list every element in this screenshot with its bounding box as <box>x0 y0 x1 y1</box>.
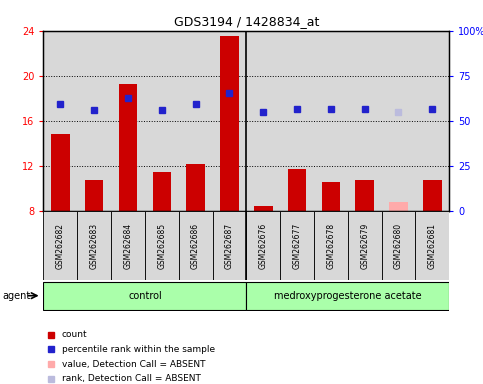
Bar <box>280 211 314 280</box>
Text: GSM262687: GSM262687 <box>225 223 234 269</box>
Text: rank, Detection Call = ABSENT: rank, Detection Call = ABSENT <box>62 374 200 383</box>
Bar <box>389 202 408 211</box>
Text: GSM262685: GSM262685 <box>157 223 166 269</box>
Bar <box>111 211 145 280</box>
Text: GSM262684: GSM262684 <box>124 223 132 269</box>
Bar <box>186 164 205 211</box>
Bar <box>348 211 382 280</box>
Bar <box>288 169 306 211</box>
Bar <box>153 172 171 211</box>
Bar <box>145 211 179 280</box>
Text: value, Detection Call = ABSENT: value, Detection Call = ABSENT <box>62 360 205 369</box>
Bar <box>423 180 441 211</box>
Bar <box>246 282 449 310</box>
Text: GSM262678: GSM262678 <box>327 223 335 269</box>
Text: medroxyprogesterone acetate: medroxyprogesterone acetate <box>274 291 422 301</box>
Bar <box>220 36 239 211</box>
Text: count: count <box>62 330 87 339</box>
Bar <box>85 180 103 211</box>
Text: control: control <box>128 291 162 301</box>
Bar <box>322 182 340 211</box>
Bar <box>314 211 348 280</box>
Bar <box>355 180 374 211</box>
Bar <box>382 211 415 280</box>
Text: GSM262682: GSM262682 <box>56 223 65 269</box>
Text: GSM262680: GSM262680 <box>394 223 403 269</box>
Bar <box>119 84 137 211</box>
Text: agent: agent <box>2 291 30 301</box>
Text: GSM262679: GSM262679 <box>360 223 369 269</box>
Text: GSM262681: GSM262681 <box>428 223 437 269</box>
Bar <box>179 211 213 280</box>
Bar <box>43 282 246 310</box>
Text: percentile rank within the sample: percentile rank within the sample <box>62 345 215 354</box>
Bar <box>77 211 111 280</box>
Text: GSM262676: GSM262676 <box>259 223 268 269</box>
Title: GDS3194 / 1428834_at: GDS3194 / 1428834_at <box>174 15 319 28</box>
Text: GSM262677: GSM262677 <box>293 223 301 269</box>
Text: GSM262683: GSM262683 <box>90 223 99 269</box>
Bar <box>43 211 77 280</box>
Text: GSM262686: GSM262686 <box>191 223 200 269</box>
Bar <box>254 205 272 211</box>
Bar <box>246 211 280 280</box>
Bar <box>51 134 70 211</box>
Bar <box>213 211 246 280</box>
Bar <box>415 211 449 280</box>
